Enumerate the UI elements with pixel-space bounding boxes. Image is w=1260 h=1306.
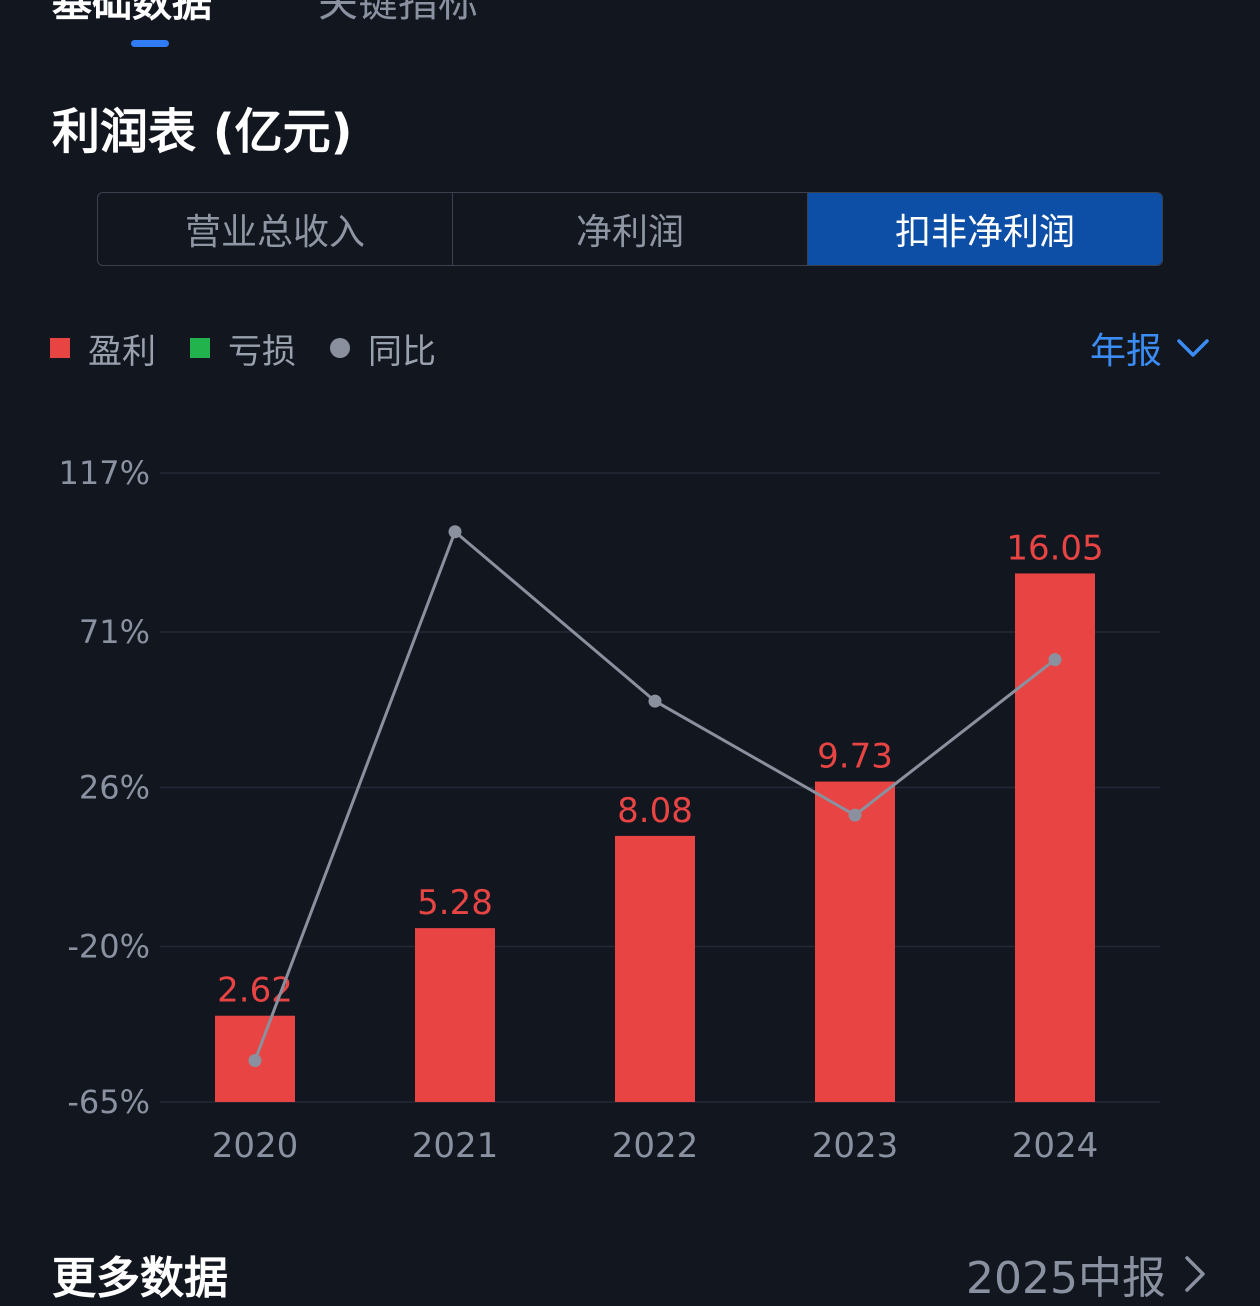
x-tick-label: 2022 [612,1126,699,1166]
x-tick-label: 2023 [812,1126,899,1166]
chevron-down-icon [1177,339,1209,357]
x-tick-label: 2021 [412,1126,499,1166]
legend-profit: 盈利 [50,324,156,373]
yoy-point [848,808,862,822]
y-tick-label: -20% [67,927,150,965]
legend-profit-label: 盈利 [88,331,156,372]
y-tick-label: 71% [79,613,150,651]
bar-value-label: 5.28 [417,883,493,923]
yoy-point [248,1054,262,1068]
y-tick-label: 26% [79,769,150,807]
legend-profit-swatch [50,338,70,358]
bar-value-label: 8.08 [617,791,693,831]
legend-yoy-swatch [330,338,350,358]
yoy-point [448,525,462,539]
yoy-point [1048,653,1062,667]
y-tick-label: 117% [59,454,150,492]
period-label: 年报 [1089,331,1162,372]
chart-legend: 盈利 亏损 同比 [50,322,470,374]
x-tick-label: 2020 [212,1126,299,1166]
bar [1015,573,1095,1102]
more-data-link[interactable]: 2025中报 [966,1242,1206,1306]
x-tick-label: 2024 [1012,1126,1099,1166]
profit-chart: 117%71%26%-20%-65%2.6220205.2820218.0820… [59,454,1160,1166]
legend-loss-label: 亏损 [228,331,296,372]
y-tick-label: -65% [67,1083,150,1121]
bar-value-label: 9.73 [817,737,893,777]
legend-yoy: 同比 [330,324,436,373]
yoy-point [648,694,662,708]
bar [415,928,495,1102]
segment-deducted-net-profit[interactable]: 扣非净利润 [808,193,1162,265]
bar [615,835,695,1102]
period-selector[interactable]: 年报 [1090,322,1210,374]
tab-basic-data[interactable]: 基础数据 [52,0,212,26]
metric-segmented-control: 营业总收入 净利润 扣非净利润 [97,192,1163,266]
segment-net-profit[interactable]: 净利润 [453,193,808,265]
legend-loss: 亏损 [190,324,296,373]
tab-key-metrics[interactable]: 关键指标 [318,0,478,26]
bar-value-label: 16.05 [1006,528,1103,568]
segment-total-revenue[interactable]: 营业总收入 [98,193,453,265]
bar [815,781,895,1102]
top-tabs: 基础数据 关键指标 [0,0,1260,60]
active-tab-indicator [131,40,169,47]
page-title: 利润表 (亿元) [52,104,353,160]
more-data-title: 更多数据 [52,1253,228,1304]
chevron-right-icon [1185,1256,1205,1292]
legend-loss-swatch [190,338,210,358]
more-data-link-label: 2025中报 [966,1253,1166,1304]
legend-yoy-label: 同比 [368,331,436,372]
